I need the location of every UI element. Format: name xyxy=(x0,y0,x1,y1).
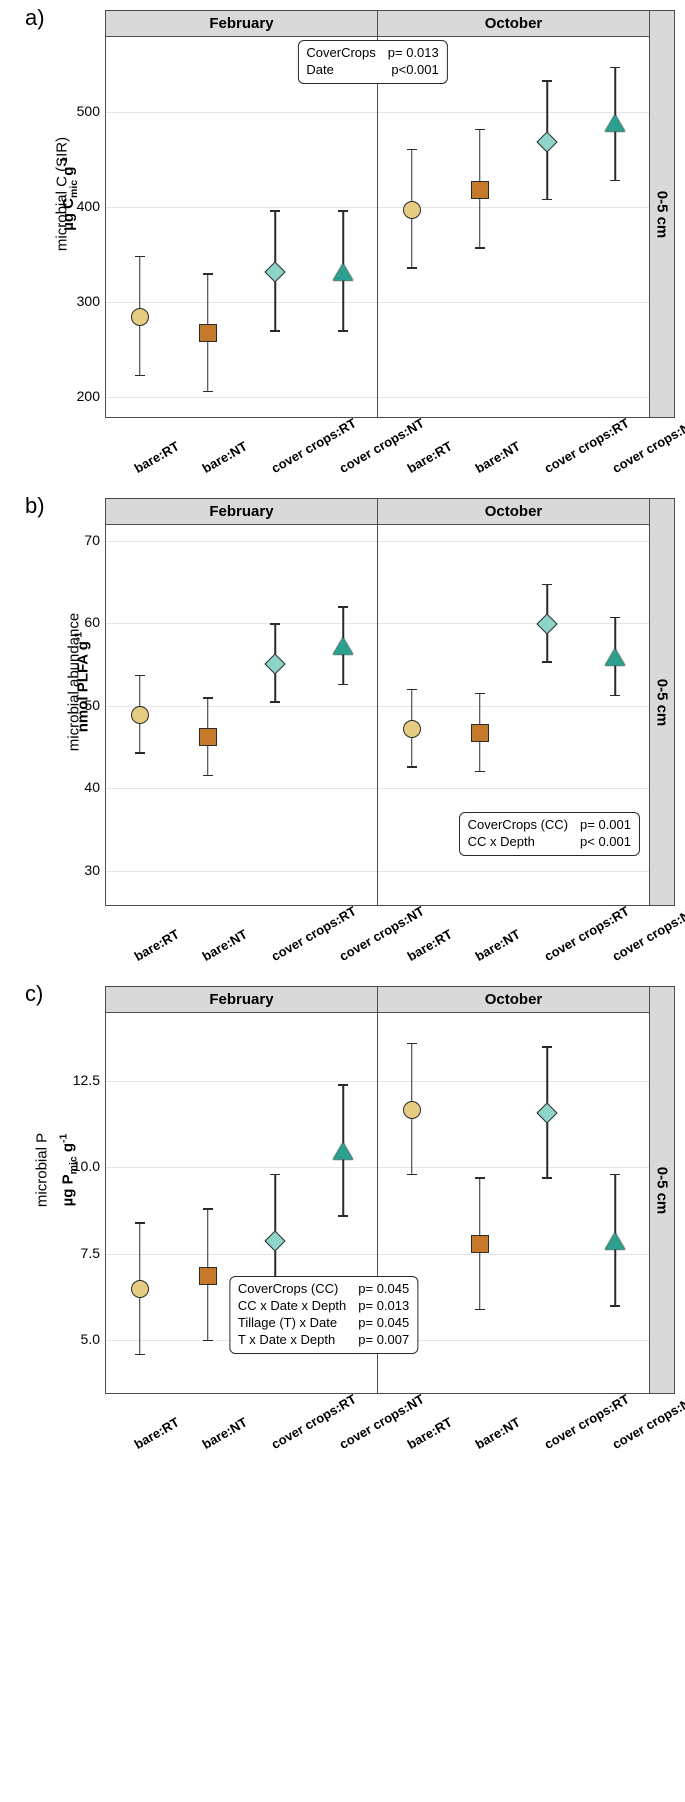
x-tick-label: bare:RT xyxy=(132,1429,157,1452)
x-tick-label: cover crops:NT xyxy=(610,1429,635,1452)
y-tick: 12.5 xyxy=(73,1072,100,1088)
marker-square xyxy=(199,324,217,342)
x-tick-label: bare:NT xyxy=(473,941,498,964)
marker-circle xyxy=(403,720,421,738)
x-axis: bare:RTbare:NTcover crops:RTcover crops:… xyxy=(105,1394,651,1444)
marker-diamond xyxy=(265,261,286,282)
marker-square xyxy=(471,1235,489,1253)
marker-circle xyxy=(131,706,149,724)
plot-area xyxy=(106,37,377,417)
x-tick-label: cover crops:NT xyxy=(337,941,362,964)
plot-area xyxy=(378,37,649,417)
x-tick-label: bare:NT xyxy=(473,453,498,476)
stats-annotation: CoverCropsp= 0.013Datep<0.001 xyxy=(297,40,447,84)
x-tick-label: bare:RT xyxy=(405,453,430,476)
x-tick-label: bare:NT xyxy=(200,453,225,476)
marker-square xyxy=(471,181,489,199)
marker-triangle xyxy=(605,1233,625,1250)
x-tick-label: cover crops:RT xyxy=(268,453,293,476)
y-title-inner: µg Cmic g-1 xyxy=(58,157,80,231)
marker-triangle xyxy=(605,114,625,131)
marker-triangle xyxy=(333,1143,353,1160)
marker-square xyxy=(199,728,217,746)
y-tick: 40 xyxy=(84,779,100,795)
depth-strip: 0-5 cm xyxy=(650,986,675,1394)
x-tick-label: cover crops:RT xyxy=(541,1429,566,1452)
plot-area xyxy=(378,1013,649,1393)
y-tick: 500 xyxy=(77,103,100,119)
y-tick: 60 xyxy=(84,614,100,630)
y-tick: 70 xyxy=(84,532,100,548)
x-tick-label: cover crops:NT xyxy=(610,453,635,476)
marker-square xyxy=(199,1267,217,1285)
x-tick-label: cover crops:RT xyxy=(541,941,566,964)
facet-february: February xyxy=(105,498,378,906)
plot-area xyxy=(106,525,377,905)
y-tick: 30 xyxy=(84,862,100,878)
facet-header: October xyxy=(378,11,649,37)
marker-diamond xyxy=(537,131,558,152)
x-tick-label: cover crops:RT xyxy=(268,941,293,964)
marker-diamond xyxy=(537,614,558,635)
x-tick-label: cover crops:RT xyxy=(541,453,566,476)
marker-diamond xyxy=(265,1230,286,1251)
x-tick-label: bare:RT xyxy=(132,453,157,476)
y-tick: 10.0 xyxy=(73,1158,100,1174)
depth-strip: 0-5 cm xyxy=(650,498,675,906)
x-tick-label: cover crops:NT xyxy=(610,941,635,964)
y-axis: microbial C (SIR)µg Cmic g-1200300400500 xyxy=(10,10,105,378)
y-tick: 400 xyxy=(77,198,100,214)
marker-triangle xyxy=(333,263,353,280)
marker-diamond xyxy=(265,653,286,674)
x-tick-label: bare:RT xyxy=(405,941,430,964)
panel-c: c)microbial Pµg Pmic g-15.07.510.012.5Fe… xyxy=(10,986,675,1444)
stats-annotation: CoverCrops (CC)p= 0.045CC x Date x Depth… xyxy=(229,1276,418,1354)
marker-diamond xyxy=(537,1103,558,1124)
marker-circle xyxy=(403,201,421,219)
y-tick: 300 xyxy=(77,293,100,309)
x-tick-label: bare:NT xyxy=(200,1429,225,1452)
y-axis: microbial Pµg Pmic g-15.07.510.012.5 xyxy=(10,986,105,1354)
y-axis: microbial abundancenmol PLFA g-130405060… xyxy=(10,498,105,866)
x-tick-label: bare:NT xyxy=(473,1429,498,1452)
x-axis: bare:RTbare:NTcover crops:RTcover crops:… xyxy=(105,418,651,468)
y-tick: 5.0 xyxy=(81,1331,100,1347)
x-tick-label: bare:RT xyxy=(405,1429,430,1452)
panel-b: b)microbial abundancenmol PLFA g-1304050… xyxy=(10,498,675,956)
y-tick: 50 xyxy=(84,697,100,713)
x-tick-label: cover crops:NT xyxy=(337,1429,362,1452)
facet-header: October xyxy=(378,987,649,1013)
depth-strip: 0-5 cm xyxy=(650,10,675,418)
x-axis: bare:RTbare:NTcover crops:RTcover crops:… xyxy=(105,906,651,956)
marker-circle xyxy=(403,1101,421,1119)
marker-triangle xyxy=(333,638,353,655)
y-tick: 7.5 xyxy=(81,1245,100,1261)
facet-header: February xyxy=(106,11,377,37)
y-title-inner: nmol PLFA g-1 xyxy=(73,632,92,732)
facet-header: February xyxy=(106,987,377,1013)
stats-annotation: CoverCrops (CC)p= 0.001CC x Depthp< 0.00… xyxy=(459,812,640,856)
y-title-outer: microbial P xyxy=(34,1133,51,1207)
x-tick-label: bare:NT xyxy=(200,941,225,964)
marker-circle xyxy=(131,308,149,326)
facet-october: October xyxy=(378,986,650,1394)
x-tick-label: bare:RT xyxy=(132,941,157,964)
marker-triangle xyxy=(605,649,625,666)
facet-header: February xyxy=(106,499,377,525)
panel-a: a)microbial C (SIR)µg Cmic g-12003004005… xyxy=(10,10,675,468)
facet-header: October xyxy=(378,499,649,525)
x-tick-label: cover crops:NT xyxy=(337,453,362,476)
marker-square xyxy=(471,724,489,742)
x-tick-label: cover crops:RT xyxy=(268,1429,293,1452)
y-tick: 200 xyxy=(77,388,100,404)
marker-circle xyxy=(131,1280,149,1298)
